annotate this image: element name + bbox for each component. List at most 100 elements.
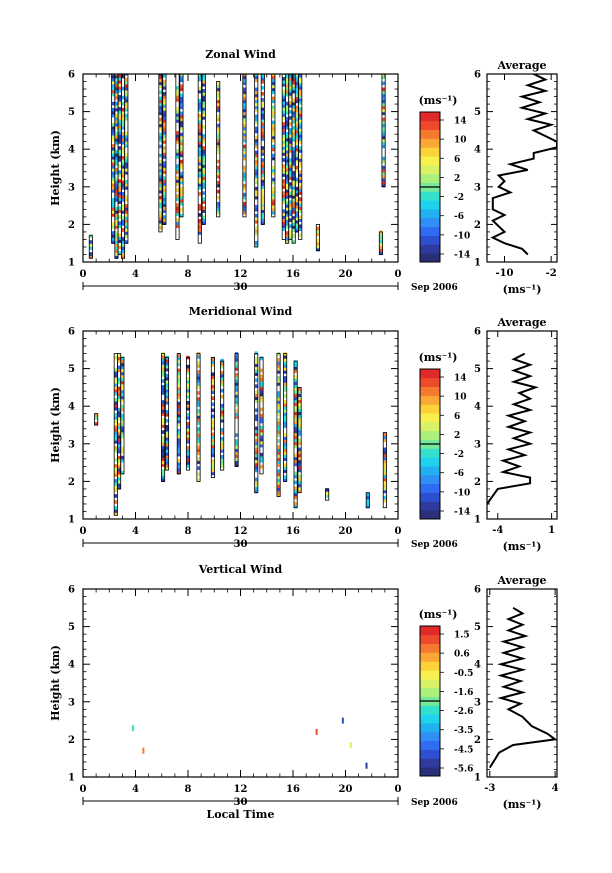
data-cell [118,245,122,250]
data-cell [271,189,275,194]
colorbar-tick-label: 6 [454,155,460,165]
data-cell [121,237,125,241]
data-cell [271,165,275,170]
colorbar-swatch [420,731,440,742]
data-cell [158,135,163,140]
data-cell [175,197,180,201]
x-tick-label: 20 [339,784,353,795]
data-cell [283,433,287,437]
data-cell [381,141,386,146]
data-cell [285,116,289,121]
data-cell [121,171,125,175]
data-cell [111,231,115,235]
data-cell [124,137,128,142]
data-cell [114,77,119,82]
data-cell [261,92,265,96]
data-cell [243,69,246,73]
data-cell [297,402,302,407]
data-cell [202,95,206,99]
data-cell [216,168,220,173]
data-cell [112,57,115,61]
data-cell [202,113,206,117]
data-cell [196,433,201,437]
data-cell [288,176,293,180]
data-cell [114,183,119,187]
panel-title: Zonal Wind [205,48,276,61]
colorbar-swatch [420,413,440,423]
colorbar-swatch [420,404,440,414]
data-cell [179,123,184,128]
data-cell [111,146,115,151]
data-cell [288,161,293,165]
data-cell [94,415,98,420]
data-cell [271,153,275,158]
y-tick-label: 4 [68,660,75,671]
data-cell [298,227,302,232]
profile-title: Average [496,59,546,72]
data-cell [114,231,119,235]
data-cell [186,449,190,453]
data-cell [165,461,169,465]
colorbar-swatch [420,678,440,689]
data-cell [282,191,286,195]
data-cell [299,62,302,66]
data-cell [297,432,302,437]
data-cell [234,382,239,386]
data-cell [162,194,167,198]
data-cell [283,436,287,440]
data-cell [162,155,167,159]
data-cell [383,468,387,473]
data-cell [276,394,281,398]
data-cell [288,137,293,141]
data-point [315,728,318,735]
data-cell [288,233,293,238]
data-cell [198,161,202,166]
data-cell [220,443,224,447]
data-cell [161,454,165,458]
data-column [88,234,93,259]
data-cell [114,482,118,486]
data-cell [165,428,169,432]
data-cell [293,381,298,385]
data-cell [254,204,258,209]
data-cell [220,446,224,450]
data-cell [271,129,275,134]
data-cell [161,364,165,368]
data-cell [114,219,119,223]
data-cell [198,140,202,145]
data-cell [211,363,215,367]
data-cell [216,204,220,209]
data-cell [293,384,298,388]
data-cell [298,176,302,180]
data-cell [254,483,258,488]
data-contour [210,356,215,479]
panel-title: Vertical Wind [198,563,283,576]
data-cell [261,212,265,216]
data-cell [288,95,293,99]
data-cell [196,436,201,440]
data-cell [120,392,125,397]
data-cell [381,111,386,116]
data-cell [254,150,258,155]
data-cell [161,421,165,425]
data-cell [299,68,302,72]
data-cell [114,252,119,256]
data-cell [276,409,281,413]
data-cell [177,353,181,358]
data-cell [381,75,386,80]
data-cell [271,111,275,116]
data-cell [292,207,296,211]
data-cell [114,506,118,510]
profile-frame [486,73,558,263]
data-contour [259,356,264,475]
data-cell [186,434,190,438]
data-cell [165,391,169,396]
date-right-label: Sep 2006 [411,798,458,808]
data-cell [288,212,293,216]
data-cell [282,218,286,222]
colorbar-swatch [420,377,440,388]
data-cell [381,168,386,173]
data-cell [117,380,121,385]
data-contour [382,432,387,509]
